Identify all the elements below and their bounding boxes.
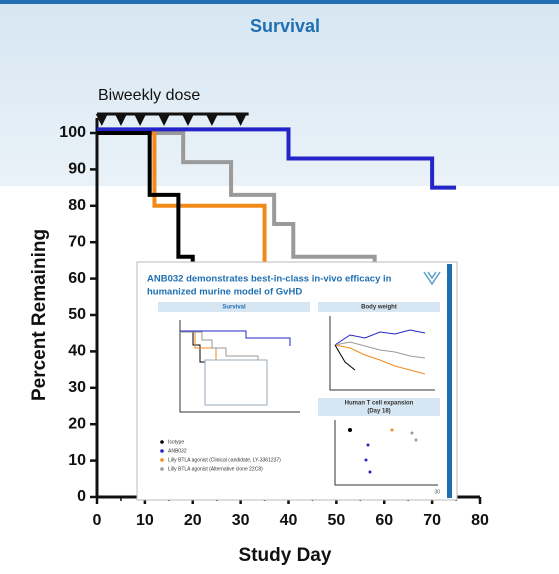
y-axis-label: Percent Remaining	[29, 229, 50, 401]
inset-title: ANB032 demonstrates best-in-class in-viv…	[147, 274, 392, 285]
y-tick-label: 0	[77, 488, 86, 505]
legend-swatch	[160, 458, 164, 462]
legend-label: Lilly BTLA agonist (Alternative clone 22…	[168, 466, 263, 472]
inset-title: humanized murine model of GvHD	[147, 287, 302, 298]
page-number: 30	[434, 489, 440, 495]
y-tick-label: 80	[68, 197, 86, 214]
x-tick-label: 80	[471, 512, 489, 529]
x-tick-label: 20	[184, 512, 202, 529]
x-tick-label: 50	[327, 512, 345, 529]
x-tick-label: 0	[93, 512, 102, 529]
panel-title: Body weight	[361, 305, 397, 311]
legend-swatch	[160, 449, 164, 453]
y-tick-label: 60	[68, 270, 86, 287]
y-tick-label: 50	[68, 306, 86, 323]
panel-title: Human T cell expansion	[345, 401, 414, 407]
legend-swatch	[160, 440, 164, 444]
legend-swatch	[160, 467, 164, 471]
y-tick-label: 20	[68, 415, 86, 432]
chart-title: Survival	[250, 16, 320, 36]
inset-slide: ANB032 demonstrates best-in-class in-viv…	[137, 262, 457, 500]
chart: Survival Biweekly dose Study Day Percent…	[0, 0, 559, 574]
legend-label: Isotype	[168, 439, 184, 445]
panel-title: (Day 18)	[367, 409, 390, 415]
y-tick-label: 10	[68, 452, 86, 469]
y-tick-label: 30	[68, 379, 86, 396]
legend-label: Lilly BTLA agonist (Clinical candidate, …	[168, 457, 281, 463]
annotation: Biweekly dose	[98, 87, 200, 104]
legend-label: ANB032	[168, 448, 187, 454]
x-tick-label: 30	[232, 512, 250, 529]
top-rule	[0, 0, 559, 4]
page: {"chart_data": {"type": "step-line", "ti…	[0, 0, 559, 574]
x-axis-label: Study Day	[239, 545, 332, 566]
x-tick-label: 10	[136, 512, 154, 529]
y-tick-label: 70	[68, 233, 86, 250]
y-tick-label: 100	[59, 124, 86, 141]
y-tick-label: 90	[68, 161, 86, 178]
inset-frame	[137, 262, 457, 500]
x-tick-label: 70	[423, 512, 441, 529]
panel-title: Survival	[222, 305, 246, 311]
x-tick-label: 60	[375, 512, 393, 529]
y-tick-label: 40	[68, 343, 86, 360]
inset-stripe	[447, 264, 452, 498]
x-tick-label: 40	[280, 512, 298, 529]
